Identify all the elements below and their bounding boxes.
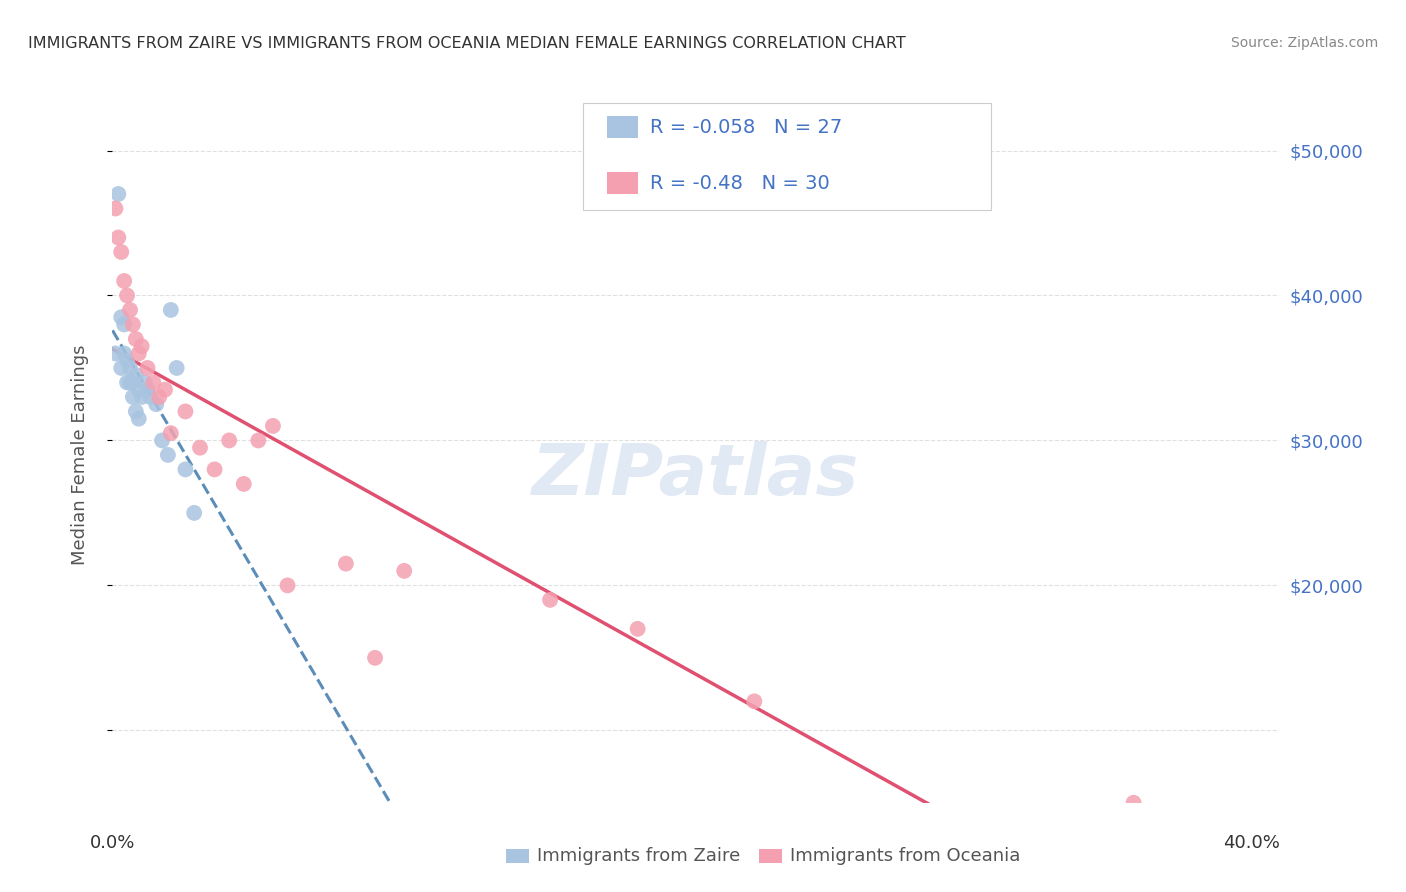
Point: [166, 361, 188, 376]
Point: [218, 434, 240, 448]
Point: [174, 462, 197, 476]
Point: [148, 390, 170, 404]
Point: [364, 651, 387, 665]
Point: [115, 353, 138, 368]
Text: 0.0%: 0.0%: [90, 834, 135, 852]
Point: [627, 622, 650, 636]
Point: [131, 390, 153, 404]
Point: [112, 274, 135, 288]
Y-axis label: Median Female Earnings: Median Female Earnings: [70, 344, 89, 566]
Point: [150, 434, 173, 448]
Point: [110, 244, 132, 259]
Point: [742, 694, 765, 708]
Point: [538, 592, 561, 607]
Point: [128, 411, 150, 425]
Point: [115, 376, 138, 390]
Text: Source: ZipAtlas.com: Source: ZipAtlas.com: [1230, 36, 1378, 50]
Point: [110, 310, 132, 325]
Point: [142, 376, 165, 390]
Point: [107, 230, 129, 244]
Point: [136, 383, 159, 397]
Point: [139, 390, 162, 404]
Point: [145, 397, 167, 411]
Point: [276, 578, 298, 592]
Text: ZIPatlas: ZIPatlas: [533, 442, 859, 510]
Text: Immigrants from Zaire: Immigrants from Zaire: [537, 847, 741, 865]
Text: R = -0.48   N = 30: R = -0.48 N = 30: [650, 174, 830, 193]
Text: 40.0%: 40.0%: [1223, 834, 1279, 852]
Point: [118, 303, 141, 318]
Point: [232, 476, 254, 491]
Point: [394, 564, 416, 578]
Point: [174, 404, 197, 418]
Text: IMMIGRANTS FROM ZAIRE VS IMMIGRANTS FROM OCEANIA MEDIAN FEMALE EARNINGS CORRELAT: IMMIGRANTS FROM ZAIRE VS IMMIGRANTS FROM…: [28, 36, 905, 51]
Point: [153, 383, 176, 397]
Point: [131, 339, 153, 353]
Point: [262, 419, 284, 434]
Point: [160, 426, 183, 441]
Point: [115, 288, 138, 302]
Point: [125, 368, 148, 383]
Text: R = -0.058   N = 27: R = -0.058 N = 27: [650, 118, 842, 136]
Point: [122, 390, 145, 404]
Point: [110, 361, 132, 376]
Point: [112, 346, 135, 360]
Point: [104, 202, 127, 216]
Point: [204, 462, 226, 476]
Point: [188, 441, 211, 455]
Point: [160, 303, 183, 318]
Point: [134, 376, 156, 390]
Point: [122, 318, 145, 332]
Point: [136, 361, 159, 376]
Point: [128, 346, 150, 360]
Point: [247, 434, 270, 448]
Point: [335, 557, 357, 571]
Point: [125, 404, 148, 418]
Point: [156, 448, 179, 462]
Point: [183, 506, 205, 520]
Point: [122, 376, 145, 390]
Point: [112, 318, 135, 332]
Point: [1122, 796, 1144, 810]
Point: [104, 346, 127, 360]
Point: [118, 376, 141, 390]
Point: [128, 383, 150, 397]
Text: Immigrants from Oceania: Immigrants from Oceania: [790, 847, 1021, 865]
Point: [107, 187, 129, 202]
Point: [125, 332, 148, 346]
Point: [118, 361, 141, 376]
